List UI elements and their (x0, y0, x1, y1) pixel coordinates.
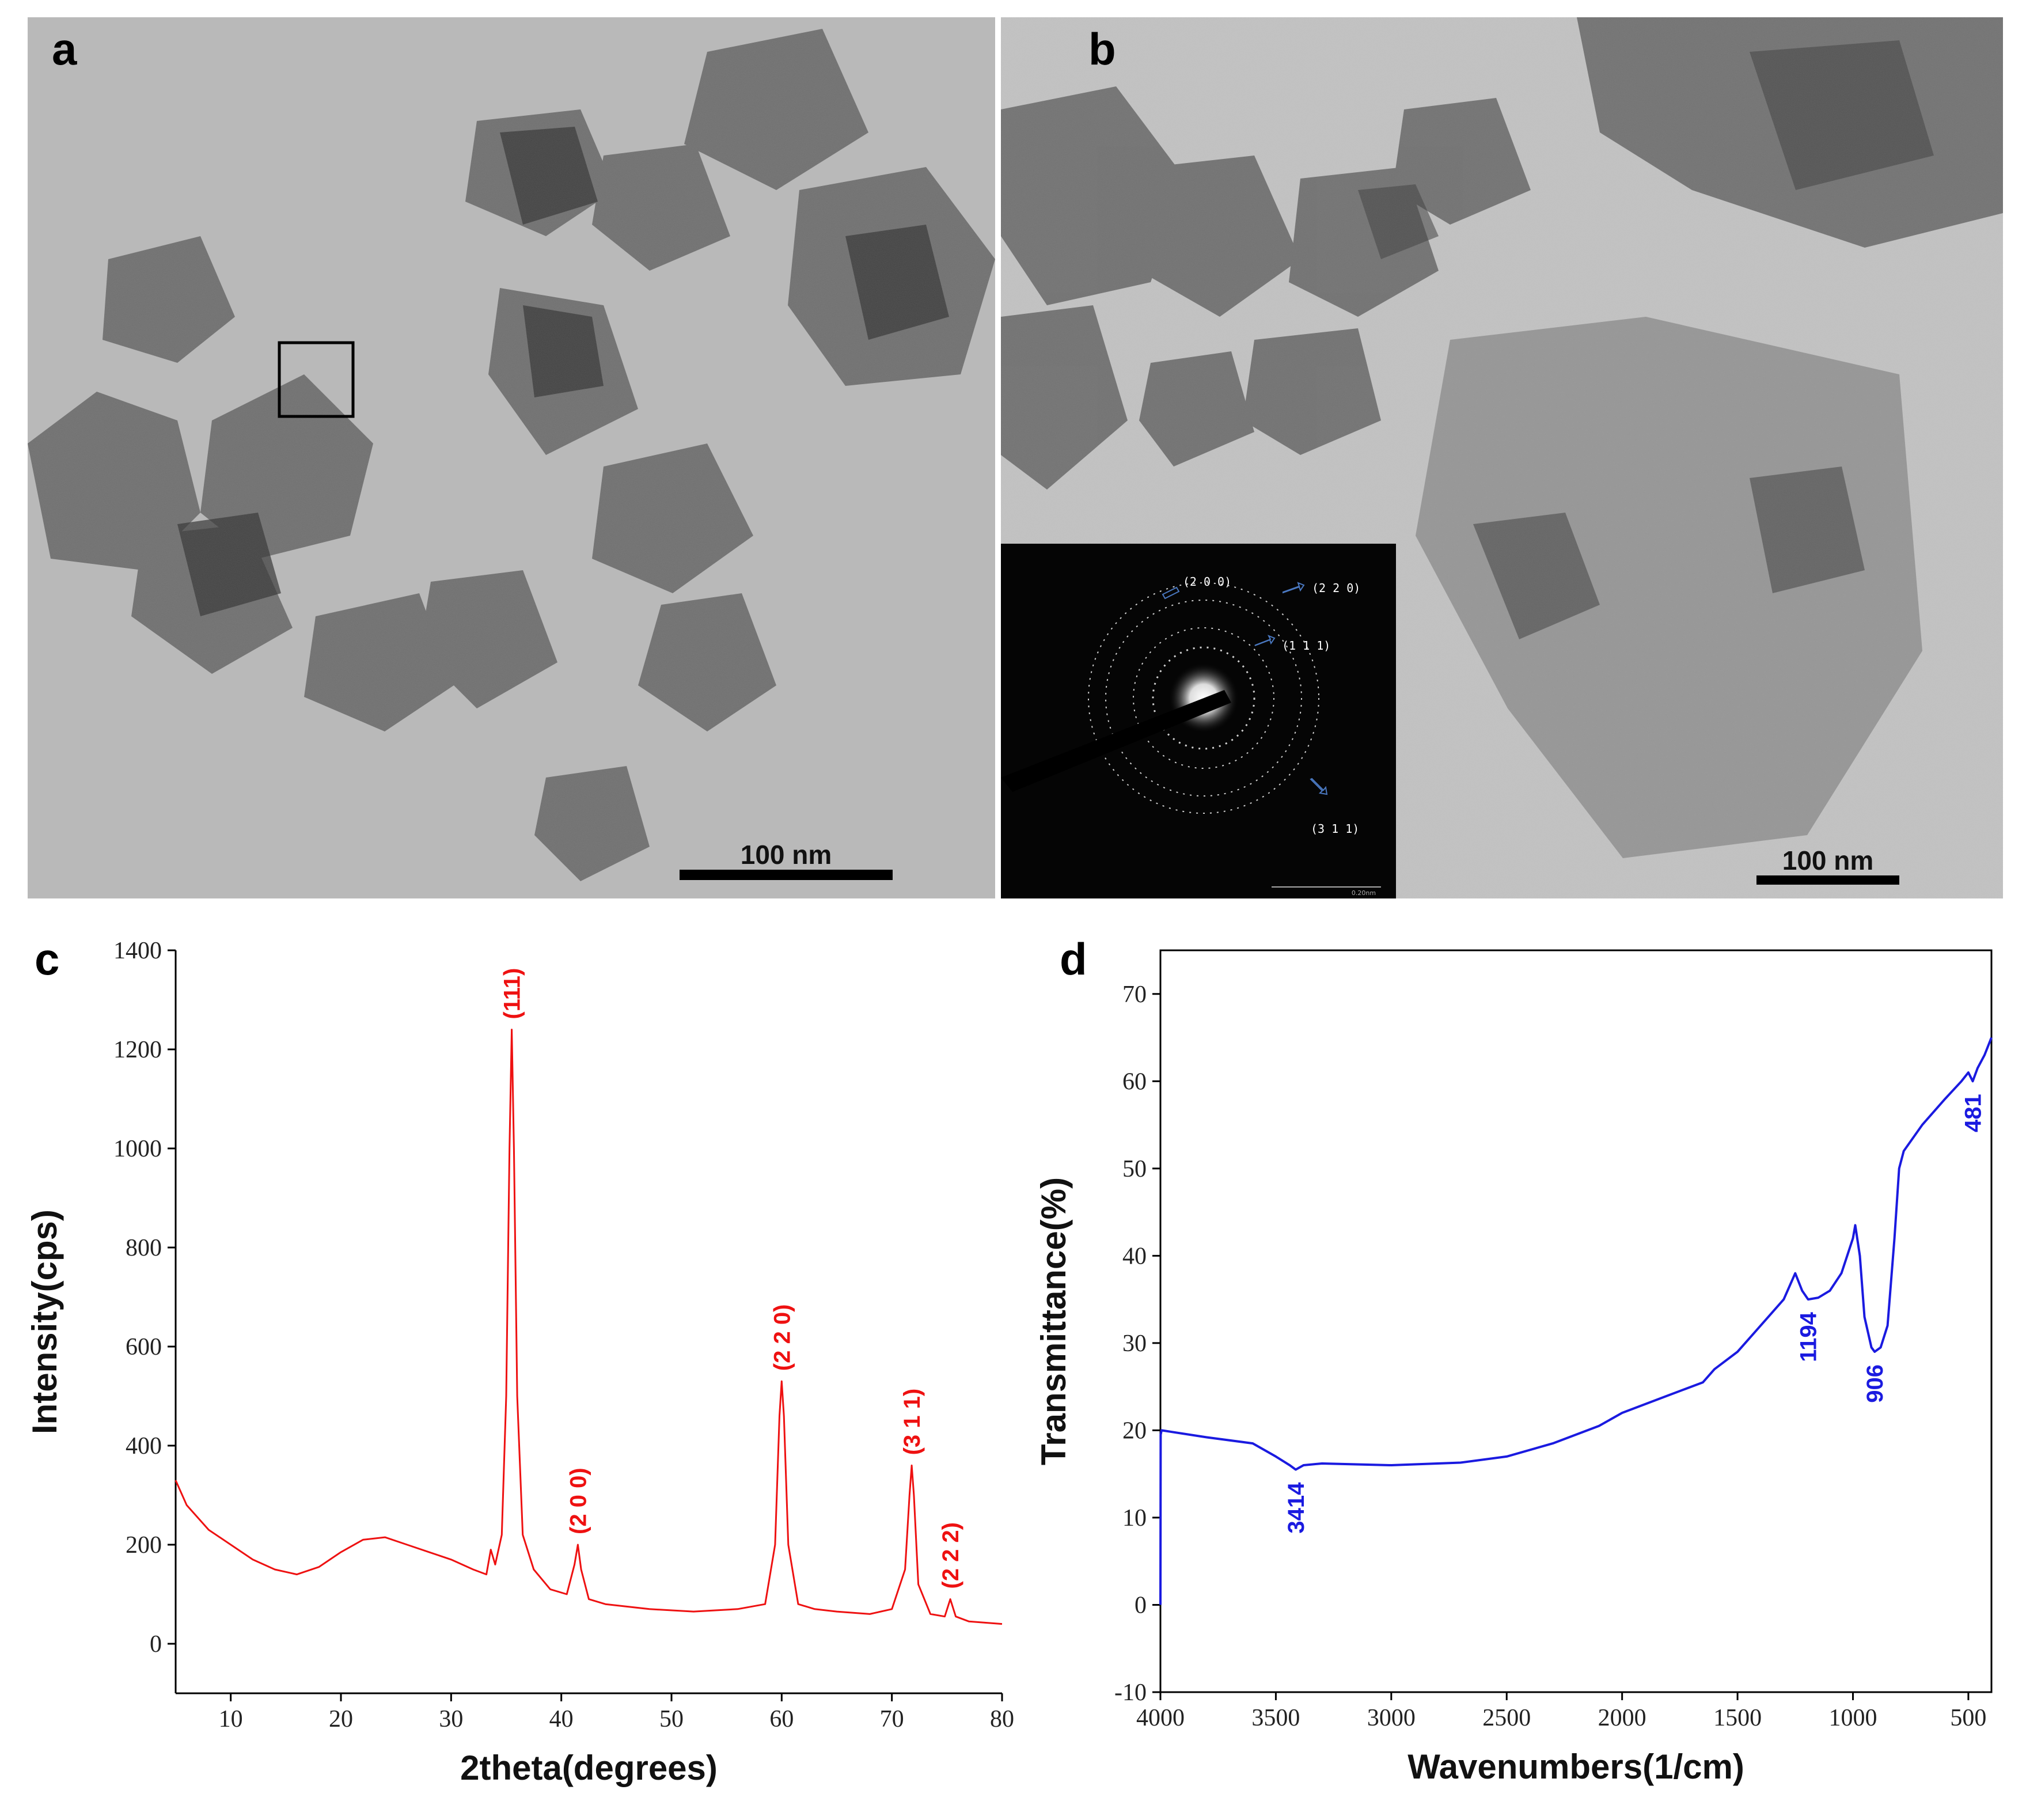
saed-scale-text: 0.20nm (1352, 889, 1376, 897)
peak-label: (2 2 2) (938, 1522, 963, 1589)
xrd-chart: 10 20 30 40 50 60 70 80020040060080010001200140… (25, 938, 1014, 1787)
saed-ring-220: (2 2 0) (1312, 581, 1360, 595)
x-axis-label: 2theta(degrees) (460, 1749, 718, 1787)
scale-bar-b-label: 100 nm (1782, 845, 1874, 875)
series-line-ftir (1159, 1037, 1993, 1605)
panel-label-a: a (52, 24, 77, 74)
y-tick-label: 1200 (113, 1037, 162, 1063)
y-tick-label: 60 (1122, 1068, 1147, 1095)
y-tick-label: 20 (1122, 1417, 1147, 1444)
y-tick-label: 1000 (113, 1136, 162, 1162)
y-tick-label: 400 (126, 1433, 162, 1459)
y-tick-label: 10 (1122, 1505, 1147, 1531)
series-line-xrd (174, 1029, 1003, 1625)
y-axis-label: Intensity(cps) (25, 1209, 64, 1434)
x-tick-label: 70 (880, 1706, 904, 1732)
x-tick-label: 10 (219, 1706, 243, 1732)
x-tick-label: 40 (549, 1706, 574, 1732)
x-tick-label: 60 (769, 1706, 794, 1732)
y-tick-label: 40 (1122, 1243, 1147, 1269)
y-tick-label: -10 (1114, 1679, 1147, 1706)
saed-inset: (2 0 0) (2 2 0) (1 1 1) (3 1 1) 0.20nm (1001, 544, 1396, 898)
y-tick-label: 200 (126, 1532, 162, 1559)
x-tick-label: 3000 (1367, 1705, 1416, 1731)
y-axis-label: Transmittance(%) (1034, 1177, 1073, 1465)
plot-frame (1159, 949, 1993, 1693)
x-tick-label: 3500 (1251, 1705, 1300, 1731)
saed-ring-111: (1 1 1) (1282, 639, 1330, 653)
y-tick-label: 1400 (113, 938, 162, 964)
peak-label: 481 (1961, 1094, 1986, 1132)
y-tick-label: 0 (150, 1631, 162, 1658)
peak-label: 3414 (1284, 1482, 1309, 1534)
y-tick-label: 800 (126, 1235, 162, 1261)
scale-bar-b (1756, 875, 1899, 885)
x-tick-label: 2000 (1598, 1705, 1646, 1731)
y-tick-label: 0 (1135, 1592, 1147, 1618)
scale-bar-a-label: 100 nm (741, 840, 832, 870)
x-tick-label: 50 (659, 1706, 684, 1732)
saed-ring-200: (2 0 0) (1183, 575, 1231, 589)
peak-label: 906 (1862, 1364, 1888, 1403)
peak-label: 1194 (1796, 1311, 1822, 1362)
peak-label: (111) (500, 968, 525, 1019)
peak-label: (2 2 0) (769, 1305, 795, 1371)
selection-box (278, 341, 355, 418)
x-tick-label: 30 (439, 1706, 463, 1732)
x-axis-label: Wavenumbers(1/cm) (1407, 1747, 1744, 1786)
ftir-chart: 4000 3500 3000 2500 2000 1500 1000 500 -10 0 10 20 3… (1034, 949, 1993, 1786)
peak-label: (3 1 1) (900, 1389, 925, 1455)
saed-ring-311: (3 1 1) (1311, 822, 1359, 836)
x-tick-label: 500 (1950, 1705, 1986, 1731)
x-tick-label: 1500 (1713, 1705, 1762, 1731)
x-tick-label: 20 (329, 1706, 353, 1732)
panel-label-b: b (1088, 24, 1116, 74)
y-tick-label: 50 (1122, 1156, 1147, 1182)
x-tick-label: 1000 (1829, 1705, 1877, 1731)
panel-label-d: d (1060, 934, 1087, 984)
x-tick-label: 80 (990, 1706, 1014, 1732)
y-tick-label: 70 (1122, 981, 1147, 1008)
y-tick-label: 30 (1122, 1330, 1147, 1357)
tem-image-a: 100 nm (28, 17, 995, 898)
tem-image-b: 100 nm (2 0 0) (2 2 0) (1 1 1) (3 1 1) 0… (1001, 17, 2003, 898)
y-tick-label: 600 (126, 1334, 162, 1360)
x-tick-label: 4000 (1136, 1705, 1185, 1731)
x-tick-label: 2500 (1482, 1705, 1531, 1731)
peak-label: (2 0 0) (566, 1468, 591, 1534)
scale-bar-a (680, 870, 893, 880)
panel-label-c: c (35, 934, 60, 984)
